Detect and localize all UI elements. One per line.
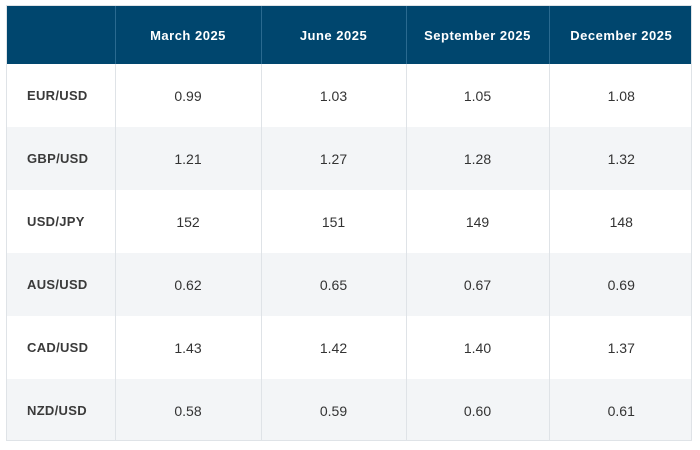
table-cell: 1.37 [548,316,691,379]
table-cell: 1.32 [548,127,691,190]
table-row: CAD/USD 1.43 1.42 1.40 1.37 [7,316,691,379]
table-cell: 0.62 [114,253,261,316]
row-header-pair: USD/JPY [7,190,115,253]
fx-forecast-table-container: March 2025 June 2025 September 2025 Dece… [6,5,692,441]
table-cell: 1.21 [114,127,261,190]
table-cell: 1.42 [260,316,406,379]
table-cell: 1.08 [548,64,691,127]
header-corner-cell [7,6,115,64]
fx-forecast-table: March 2025 June 2025 September 2025 Dece… [7,6,691,440]
row-header-pair: AUS/USD [7,253,115,316]
column-header-march-2025: March 2025 [114,6,261,64]
row-header-pair: GBP/USD [7,127,115,190]
header-row: March 2025 June 2025 September 2025 Dece… [7,6,691,64]
table-cell: 1.43 [114,316,261,379]
table-row: NZD/USD 0.58 0.59 0.60 0.61 [7,379,691,440]
table-cell: 1.27 [260,127,406,190]
table-body: EUR/USD 0.99 1.03 1.05 1.08 GBP/USD 1.21… [7,64,691,440]
table-cell: 149 [405,190,549,253]
row-header-pair: CAD/USD [7,316,115,379]
table-cell: 0.65 [260,253,406,316]
table-header: March 2025 June 2025 September 2025 Dece… [7,6,691,64]
column-header-december-2025: December 2025 [548,6,691,64]
table-cell: 151 [260,190,406,253]
table-cell: 0.58 [114,379,261,440]
table-row: USD/JPY 152 151 149 148 [7,190,691,253]
table-cell: 1.05 [405,64,549,127]
table-cell: 0.99 [114,64,261,127]
table-cell: 1.28 [405,127,549,190]
column-header-june-2025: June 2025 [260,6,406,64]
table-cell: 152 [114,190,261,253]
table-cell: 0.59 [260,379,406,440]
table-row: GBP/USD 1.21 1.27 1.28 1.32 [7,127,691,190]
table-cell: 0.61 [548,379,691,440]
table-cell: 0.67 [405,253,549,316]
table-cell: 1.03 [260,64,406,127]
table-cell: 0.60 [405,379,549,440]
table-cell: 148 [548,190,691,253]
table-cell: 1.40 [405,316,549,379]
row-header-pair: NZD/USD [7,379,115,440]
table-row: AUS/USD 0.62 0.65 0.67 0.69 [7,253,691,316]
table-cell: 0.69 [548,253,691,316]
table-row: EUR/USD 0.99 1.03 1.05 1.08 [7,64,691,127]
column-header-september-2025: September 2025 [405,6,549,64]
row-header-pair: EUR/USD [7,64,115,127]
